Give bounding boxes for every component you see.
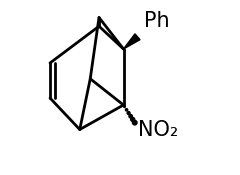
Circle shape [132,120,137,125]
Circle shape [126,109,128,111]
Circle shape [131,117,135,121]
Circle shape [127,112,130,114]
Circle shape [129,114,132,118]
Text: NO₂: NO₂ [138,120,178,139]
Circle shape [124,106,125,107]
Text: Ph: Ph [144,11,170,31]
Polygon shape [124,34,140,49]
